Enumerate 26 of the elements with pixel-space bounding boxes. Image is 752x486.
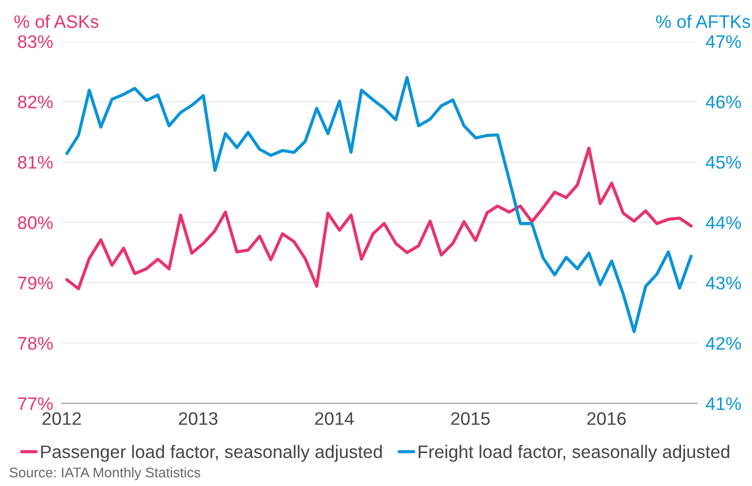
legend-label: Freight load factor, seasonally adjusted xyxy=(418,444,730,462)
legend-label: Passenger load factor, seasonally adjusted xyxy=(41,444,382,462)
y2-tick-label: 43% xyxy=(706,276,741,290)
y-tick-label: 80% xyxy=(18,216,53,230)
y2-tick-label: 42% xyxy=(706,336,741,350)
line-series xyxy=(65,76,693,334)
y-tick-label: 79% xyxy=(18,276,53,290)
y-tick-label: 82% xyxy=(18,96,53,108)
x-tick-label: 2012 xyxy=(42,412,81,425)
y2-tick-label: 41% xyxy=(706,397,741,410)
y-tick-label: 83% xyxy=(18,35,53,48)
x-tick-label: 2016 xyxy=(587,412,626,425)
line-series xyxy=(65,146,693,290)
y-axis-title: % of ASKs xyxy=(14,14,98,28)
y-tick-label: 78% xyxy=(18,336,53,350)
y2-tick-label: 44% xyxy=(706,216,741,229)
y2-tick-label: 46% xyxy=(706,96,741,108)
y-tick-label: 77% xyxy=(18,397,53,410)
y2-tick-label: 47% xyxy=(706,35,741,48)
x-tick-label: 2015 xyxy=(451,412,490,425)
y2-tick-label: 45% xyxy=(706,156,741,169)
x-tick-label: 2013 xyxy=(178,412,218,425)
x-tick-label: 2014 xyxy=(315,412,354,425)
y-tick-label: 81% xyxy=(18,156,53,169)
y2-axis-title: % of AFTKs xyxy=(656,14,750,28)
source-note: Source: IATA Monthly Statistics xyxy=(10,467,200,480)
